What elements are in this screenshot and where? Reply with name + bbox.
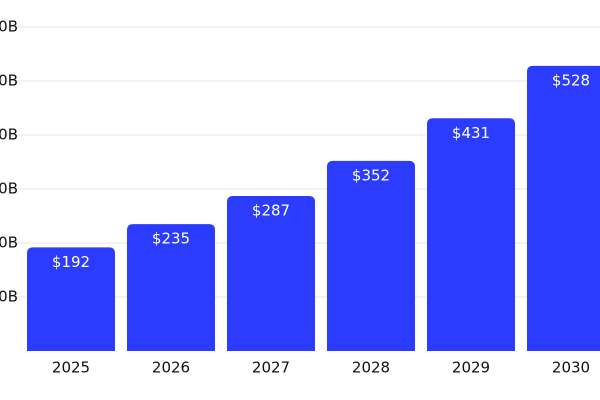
- bar: [427, 118, 515, 351]
- value-label: $352: [352, 166, 390, 184]
- bar: [127, 224, 215, 351]
- bar: [27, 247, 115, 351]
- bar: [327, 160, 415, 351]
- x-tick-label: 2025: [52, 359, 90, 377]
- y-tick-label: $200B: [0, 234, 18, 252]
- y-tick-label: $500B: [0, 72, 18, 90]
- value-label: $192: [52, 253, 90, 271]
- x-tick-label: 2029: [452, 359, 490, 377]
- y-tick-label: $600B: [0, 18, 18, 36]
- y-tick-label: $400B: [0, 126, 18, 144]
- x-tick-label: 2026: [152, 359, 190, 377]
- bar: [227, 196, 315, 351]
- x-tick-label: 2030: [552, 359, 590, 377]
- x-tick-label: 2027: [252, 359, 290, 377]
- y-tick-label: $300B: [0, 180, 18, 198]
- value-label: $287: [252, 202, 290, 220]
- bar: [527, 65, 600, 351]
- value-label: $431: [452, 124, 490, 142]
- value-label: $528: [552, 71, 590, 89]
- y-tick-label: $100B: [0, 288, 18, 306]
- value-label: $235: [152, 230, 190, 248]
- x-tick-label: 2028: [352, 359, 390, 377]
